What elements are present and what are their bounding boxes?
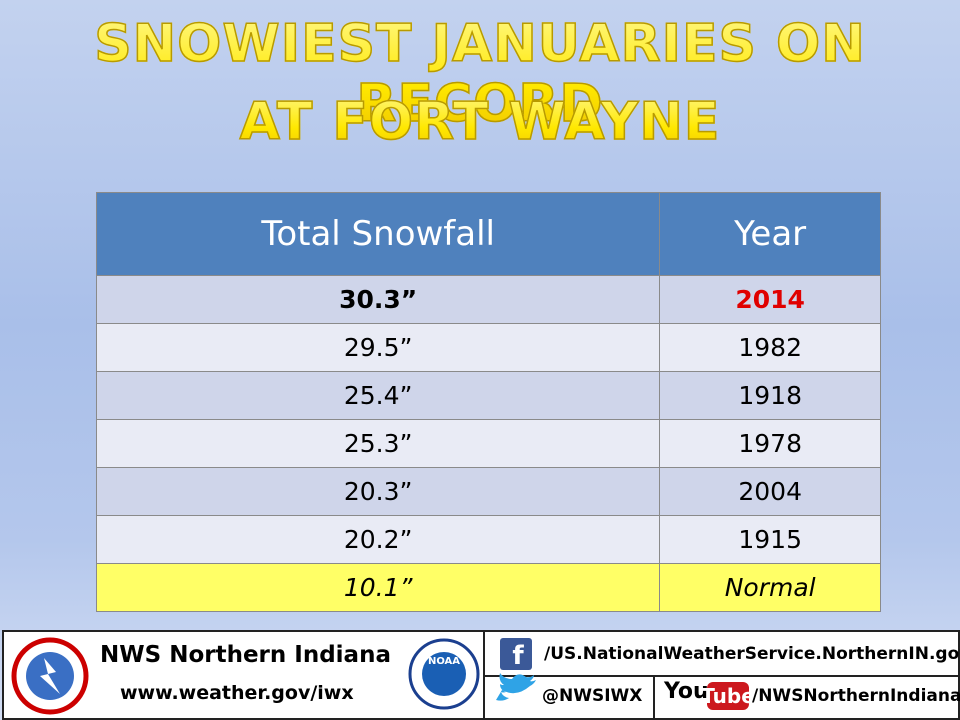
office-name: NWS Northern Indiana: [100, 642, 391, 668]
title-line: SNOWIEST JANUARIES ON RECORD: [0, 13, 960, 135]
header-cell: Year: [659, 192, 881, 276]
snowfall-cell: 20.3”: [95, 467, 661, 516]
youtube-box: [707, 682, 749, 710]
footer: NOAA f You Tube NWS Northern Indiana www…: [2, 630, 960, 720]
year-cell: 1978: [659, 419, 881, 468]
facebook-link: /US.NationalWeatherService.NorthernIN.go…: [544, 644, 960, 664]
table-row: 10.1” Normal: [95, 563, 881, 612]
table-row: 25.3” 1978: [95, 419, 881, 468]
facebook-f: f: [512, 641, 524, 671]
youtube-you: You: [663, 679, 709, 704]
year-cell: 1915: [659, 515, 881, 564]
year-cell: 2004: [659, 467, 881, 516]
title-line: AT FORT WAYNE: [0, 91, 960, 153]
twitter-handle: @NWSIWX: [542, 686, 643, 706]
table-row: 30.3” 2014: [95, 275, 881, 324]
table-row: 29.5” 1982: [95, 323, 881, 372]
snowfall-cell: 30.3”: [95, 275, 661, 324]
year-cell: 1918: [659, 371, 881, 420]
snowfall-cell: 29.5”: [95, 323, 661, 372]
snowfall-cell: 20.2”: [95, 515, 661, 564]
website: www.weather.gov/iwx: [120, 682, 354, 704]
youtube-link: /NWSNorthernIndiana: [752, 686, 960, 706]
snowfall-cell: 10.1”: [95, 563, 661, 612]
year-cell: Normal: [659, 563, 881, 612]
snowfall-cell: 25.4”: [95, 371, 661, 420]
table-row: 20.2” 1915: [95, 515, 881, 564]
header-row: Total Snowfall Year: [95, 192, 881, 276]
header-cell: Total Snowfall: [95, 192, 661, 276]
facebook-icon: [500, 638, 532, 670]
twitter-icon: [496, 673, 536, 701]
snowfall-table: Total Snowfall Year 30.3” 2014 29.5” 1982 25.4…: [95, 192, 881, 612]
footer-graphics: NOAA f You Tube: [11, 632, 958, 718]
table-row: 20.3” 2004: [95, 467, 881, 516]
youtube-tube: Tube: [701, 684, 755, 708]
nws-logo-inner: [26, 652, 74, 700]
noaa-inner: [422, 652, 466, 696]
noaa-text: NOAA: [428, 656, 460, 667]
snowfall-cell: 25.3”: [95, 419, 661, 468]
nws-bolt: [40, 658, 60, 694]
year-cell: 1982: [659, 323, 881, 372]
table-row: 25.4” 1918: [95, 371, 881, 420]
year-cell: 2014: [659, 275, 881, 324]
